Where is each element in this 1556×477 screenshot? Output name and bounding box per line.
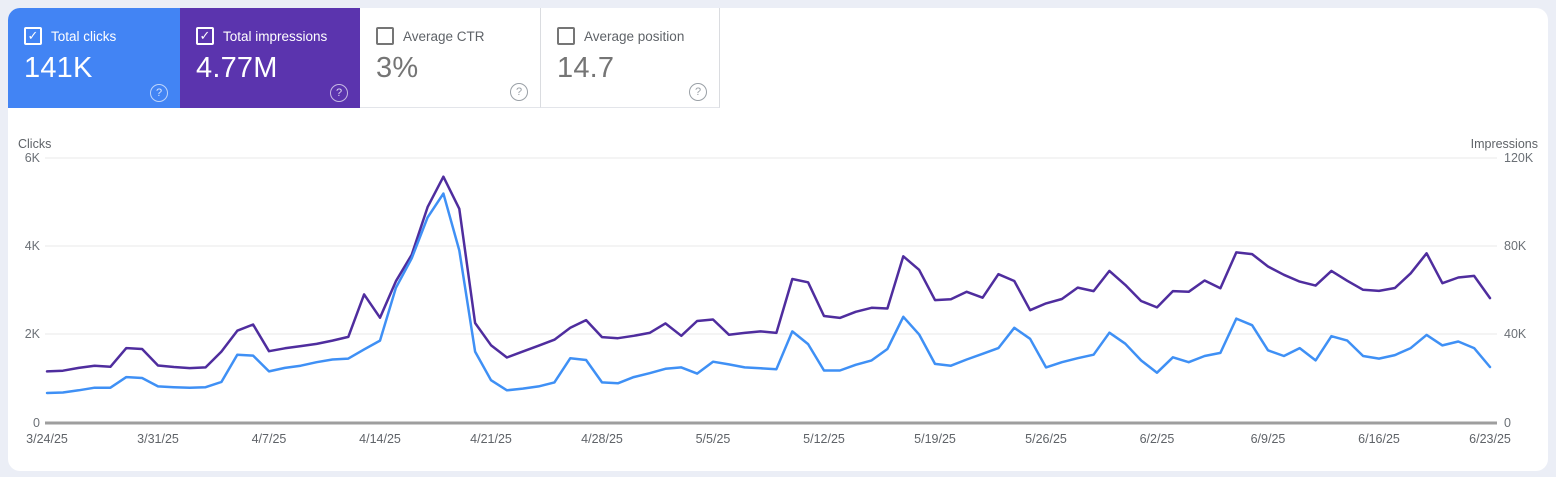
- total-impressions-checkbox[interactable]: ✓: [196, 27, 214, 45]
- metric-card-total-clicks[interactable]: ✓ Total clicks 141K ?: [8, 8, 180, 108]
- x-axis-label: 6/9/25: [1251, 432, 1286, 446]
- metric-card-average-ctr[interactable]: Average CTR 3% ?: [360, 8, 540, 108]
- metric-card-average-position[interactable]: Average position 14.7 ?: [540, 8, 720, 108]
- checkmark-icon: ✓: [27, 27, 39, 43]
- average-ctr-checkbox[interactable]: [376, 27, 394, 45]
- x-axis-label: 3/31/25: [137, 432, 179, 446]
- x-axis-label: 4/21/25: [470, 432, 512, 446]
- right-axis-tick: 0: [1504, 416, 1511, 430]
- clicks-line[interactable]: [45, 192, 1492, 395]
- x-axis-label: 6/23/25: [1469, 432, 1511, 446]
- x-axis-label: 6/2/25: [1140, 432, 1175, 446]
- left-axis-tick: 6K: [25, 151, 41, 165]
- card-label: Average CTR: [403, 28, 485, 44]
- x-axis-label: 6/16/25: [1358, 432, 1400, 446]
- x-axis-label: 4/7/25: [252, 432, 287, 446]
- x-axis-label: 5/12/25: [803, 432, 845, 446]
- card-label-row: Average CTR: [376, 27, 485, 45]
- average-ctr-value: 3%: [376, 52, 419, 84]
- x-axis-label: 5/5/25: [696, 432, 731, 446]
- card-label-row: ✓ Total clicks: [24, 27, 116, 45]
- checkmark-icon: ✓: [199, 27, 211, 43]
- help-icon[interactable]: ?: [330, 84, 348, 102]
- x-axis-label: 4/28/25: [581, 432, 623, 446]
- average-position-checkbox[interactable]: [557, 27, 575, 45]
- average-position-value: 14.7: [557, 52, 615, 84]
- x-axis-label: 5/19/25: [914, 432, 956, 446]
- help-icon[interactable]: ?: [510, 83, 528, 101]
- left-axis-title: Clicks: [18, 137, 51, 151]
- metric-card-total-impressions[interactable]: ✓ Total impressions 4.77M ?: [180, 8, 360, 108]
- right-axis-tick: 40K: [1504, 327, 1527, 341]
- x-axis-label: 3/24/25: [26, 432, 68, 446]
- card-label: Total clicks: [51, 28, 117, 44]
- x-axis-label: 4/14/25: [359, 432, 401, 446]
- total-impressions-value: 4.77M: [196, 52, 278, 84]
- left-axis-tick: 0: [33, 416, 40, 430]
- metric-cards-row: ✓ Total clicks 141K ? ✓ Total impression…: [8, 8, 720, 108]
- card-label-row: ✓ Total impressions: [196, 27, 327, 45]
- card-label: Average position: [584, 28, 685, 44]
- card-label-row: Average position: [557, 27, 684, 45]
- left-axis-tick: 2K: [25, 327, 41, 341]
- card-label: Total impressions: [223, 28, 328, 44]
- help-icon[interactable]: ?: [150, 84, 168, 102]
- right-axis-tick: 120K: [1504, 151, 1534, 165]
- right-axis-title: Impressions: [1471, 137, 1538, 151]
- x-axis-labels: 3/24/25 3/31/25 4/7/25 4/14/25 4/21/25 4/28/2…: [26, 432, 1511, 446]
- right-axis-tick: 80K: [1504, 239, 1527, 253]
- x-axis-label: 5/26/25: [1025, 432, 1067, 446]
- impressions-line[interactable]: [45, 175, 1492, 373]
- help-icon[interactable]: ?: [689, 83, 707, 101]
- content-panel: ✓ Total clicks 141K ? ✓ Total impression…: [8, 8, 1548, 471]
- total-clicks-value: 141K: [24, 52, 93, 84]
- left-axis-tick: 4K: [25, 239, 41, 253]
- total-clicks-checkbox[interactable]: ✓: [24, 27, 42, 45]
